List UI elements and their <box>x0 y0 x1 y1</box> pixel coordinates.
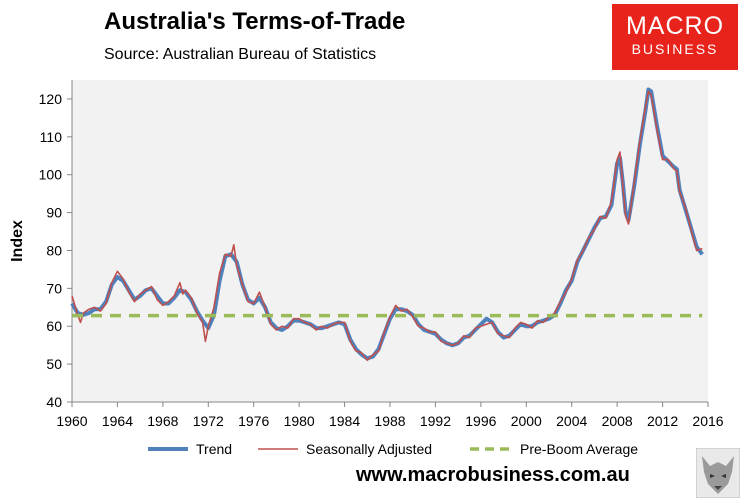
chart-subtitle: Source: Australian Bureau of Statistics <box>104 46 377 63</box>
plot-area <box>72 80 708 402</box>
series-lines <box>70 87 704 362</box>
x-tick-label: 1984 <box>329 413 360 429</box>
x-tick-label: 2016 <box>692 413 723 429</box>
x-tick-label: 1960 <box>56 413 87 429</box>
y-tick-label: 110 <box>40 129 63 145</box>
y-tick-label: 120 <box>39 91 63 107</box>
x-tick-label: 1980 <box>284 413 315 429</box>
logo-line-2: BUSINESS <box>631 41 719 57</box>
y-tick-label: 70 <box>46 280 62 296</box>
wolf-logo-icon <box>696 448 740 498</box>
y-tick-label: 100 <box>39 167 63 183</box>
x-tick-label: 1964 <box>102 413 133 429</box>
legend: Trend Seasonally Adjusted Pre-Boom Average <box>148 441 638 457</box>
x-tick-label: 2008 <box>602 413 633 429</box>
y-axis-label: Index <box>9 220 26 262</box>
x-tick-label: 1968 <box>147 413 178 429</box>
x-tick-label: 1972 <box>193 413 224 429</box>
legend-label: Trend <box>196 441 232 457</box>
y-tick-label: 40 <box>46 394 62 410</box>
y-tick-label: 50 <box>46 356 62 372</box>
x-tick-label: 1976 <box>238 413 269 429</box>
y-axis: 40 50 60 70 80 90 100 110 120 <box>39 80 73 410</box>
x-tick-label: 2000 <box>511 413 542 429</box>
x-tick-label: 1996 <box>465 413 496 429</box>
series-line-seasonally-adjusted <box>71 90 703 362</box>
chart-title: Australia's Terms-of-Trade <box>104 8 406 35</box>
x-tick-label: 2004 <box>556 413 587 429</box>
y-tick-label: 90 <box>46 205 62 221</box>
legend-label: Pre-Boom Average <box>520 441 638 457</box>
legend-label: Seasonally Adjusted <box>306 441 432 457</box>
logo-line-1: MACRO <box>625 12 725 40</box>
x-tick-label: 1992 <box>420 413 451 429</box>
x-tick-label: 1988 <box>374 413 405 429</box>
x-axis: 1960 1964 1968 1972 1976 1980 1984 1988 1992 1996… <box>56 401 724 429</box>
footer-url: www.macrobusiness.com.au <box>356 464 630 486</box>
y-tick-label: 80 <box>46 242 62 258</box>
macrobusiness-logo: MACRO BUSINESS <box>612 4 738 70</box>
x-tick-label: 2012 <box>647 413 678 429</box>
y-tick-label: 60 <box>46 318 62 334</box>
